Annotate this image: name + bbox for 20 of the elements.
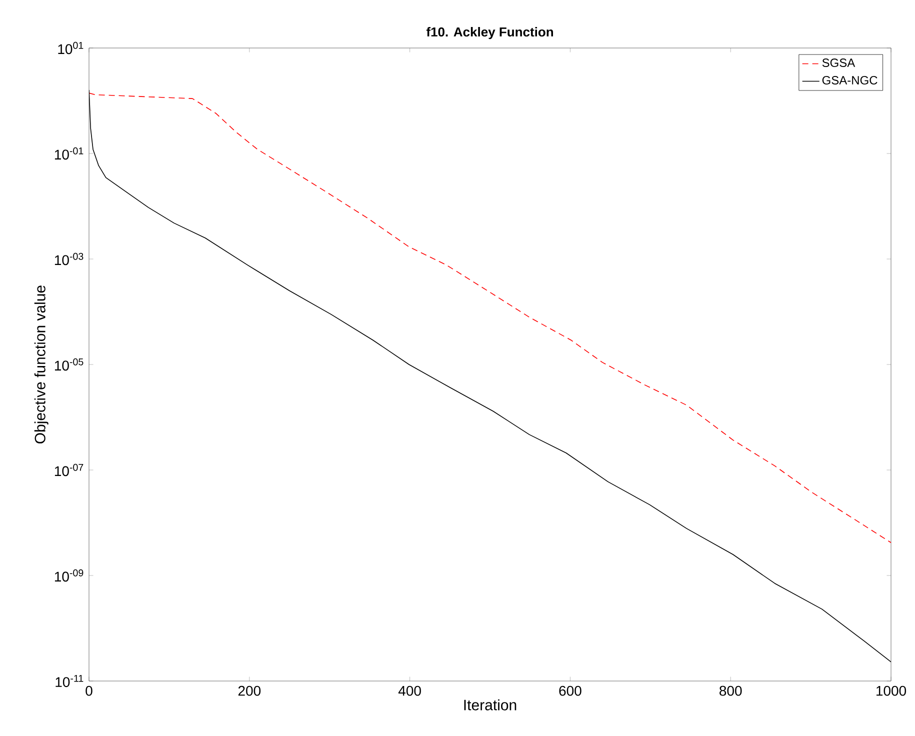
y-tick-label: 10$^{-05}$ <box>54 358 84 371</box>
y-tick-label: 10$^{-09}$ <box>54 569 84 582</box>
x-tick-label: 1000 <box>876 686 906 696</box>
x-tick-label: 600 <box>559 686 582 696</box>
chart-title: f10. Ackley Function <box>426 27 554 40</box>
x-tick-label: 200 <box>238 686 261 696</box>
line-series <box>89 92 892 544</box>
x-tick-label: 400 <box>398 686 421 696</box>
x-axis-title: Iteration <box>464 699 516 710</box>
y-axis-title: Objective function value <box>34 286 48 444</box>
y-tick-label: 10$^{-11}$ <box>56 674 84 688</box>
legend-label: GSA-NGC <box>822 76 878 84</box>
line-series <box>89 90 892 662</box>
x-tick-label: 0 <box>86 686 92 696</box>
y-tick-label: 10$^{01}$ <box>58 42 84 54</box>
y-tick-label: 10$^{-01}$ <box>54 147 84 160</box>
y-tick-label: 10$^{-07}$ <box>54 464 84 476</box>
x-tick-label: 800 <box>720 686 742 696</box>
y-tick-label: 10$^{-03}$ <box>54 252 84 266</box>
legend-label: SGSA <box>822 58 856 68</box>
